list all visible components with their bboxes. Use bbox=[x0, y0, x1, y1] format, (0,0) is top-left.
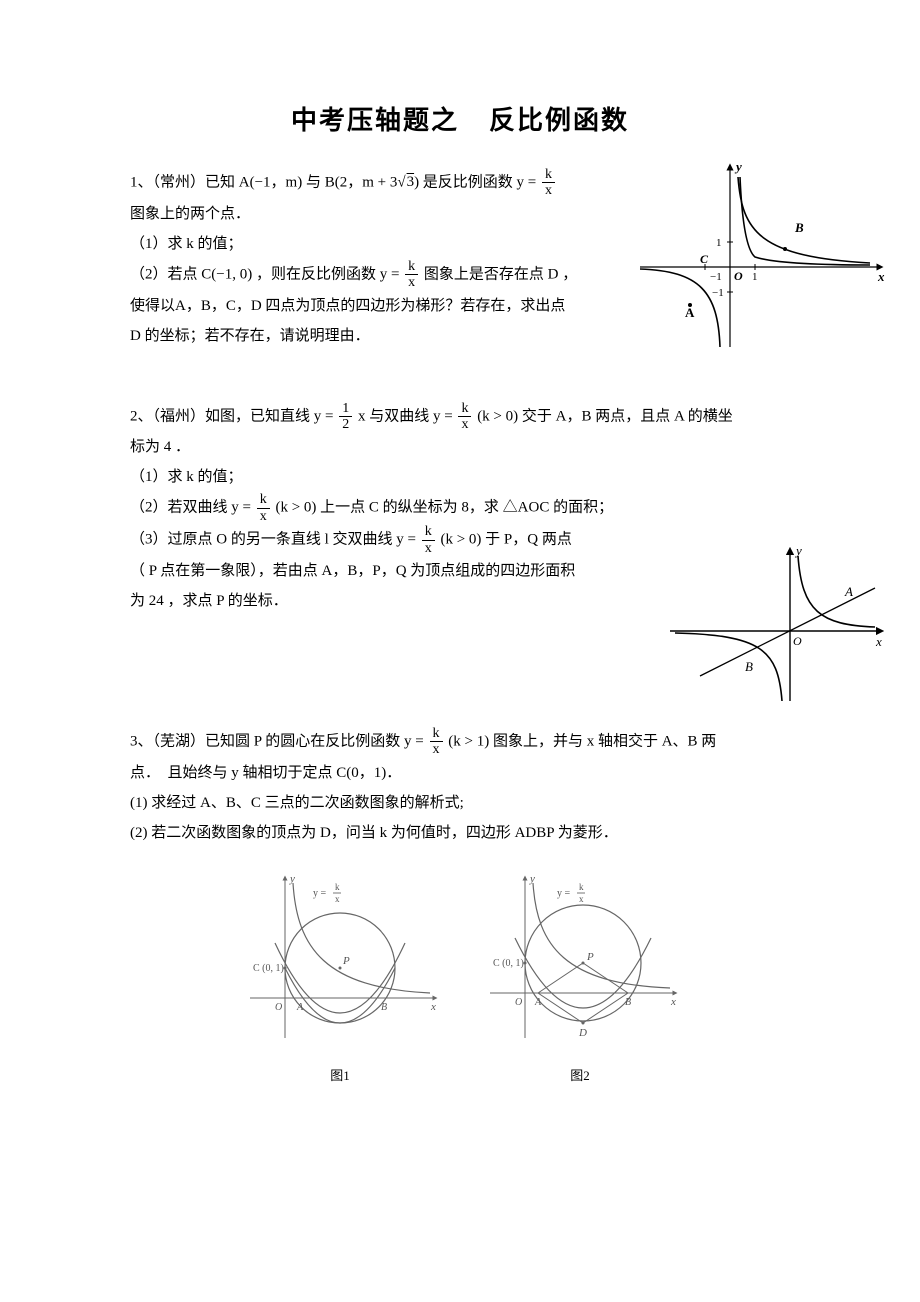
svg-text:−1: −1 bbox=[712, 287, 724, 299]
svg-text:B: B bbox=[794, 220, 804, 235]
svg-text:C (0, 1): C (0, 1) bbox=[493, 958, 524, 969]
svg-text:A: A bbox=[534, 997, 542, 1008]
problem-1-figure: x y O C −1 1 1 −1 B A bbox=[630, 157, 890, 357]
problem-2-figure: x y O A B bbox=[660, 541, 890, 711]
svg-text:C: C bbox=[700, 252, 709, 266]
page-title: 中考压轴题之 反比例函数 bbox=[130, 100, 790, 137]
problem-3-figure-1: C (0, 1) P O A B x y y = k x 图1 bbox=[235, 868, 445, 1089]
problem-1: 1、（常州）已知 A(−1，m) 与 B(2，m + 3√3) 是反比例函数 y… bbox=[130, 167, 790, 351]
svg-text:1: 1 bbox=[752, 271, 758, 283]
svg-text:y: y bbox=[734, 159, 742, 174]
problem-3: 3、（芜湖）已知圆 P 的圆心在反比例函数 y = kx (k > 1) 图象上… bbox=[130, 726, 790, 1089]
figure-2-caption: 图2 bbox=[475, 1063, 685, 1089]
title-part2: 反比例函数 bbox=[489, 106, 629, 135]
svg-text:B: B bbox=[625, 997, 631, 1008]
title-part1: 中考压轴题之 bbox=[291, 106, 459, 135]
svg-text:x: x bbox=[877, 269, 885, 284]
svg-text:P: P bbox=[342, 955, 350, 967]
svg-text:O: O bbox=[793, 634, 802, 648]
problem-3-figure-2: C (0, 1) P O A B D x y y = k x 图2 bbox=[475, 868, 685, 1089]
svg-text:x: x bbox=[335, 894, 340, 904]
problem-1-text: 1、（常州）已知 A(−1，m) 与 B(2，m + 3√3) 是反比例函数 y… bbox=[130, 167, 620, 351]
svg-text:1: 1 bbox=[716, 237, 722, 249]
svg-text:A: A bbox=[685, 305, 695, 320]
svg-text:k: k bbox=[335, 882, 340, 892]
svg-text:x: x bbox=[670, 996, 676, 1008]
page: 中考压轴题之 反比例函数 1、（常州）已知 A(−1，m) 与 B(2，m + 3… bbox=[0, 0, 920, 1302]
svg-text:O: O bbox=[734, 269, 743, 283]
svg-text:x: x bbox=[579, 894, 584, 904]
svg-text:P: P bbox=[586, 951, 594, 963]
svg-text:y =: y = bbox=[313, 888, 327, 899]
problem-2: 2、（福州）如图，已知直线 y = 12 x 与双曲线 y = kx (k > … bbox=[130, 401, 790, 616]
svg-text:x: x bbox=[430, 1001, 436, 1013]
figure-1-caption: 图1 bbox=[235, 1063, 445, 1089]
svg-text:−1: −1 bbox=[710, 271, 722, 283]
problem-3-figures: C (0, 1) P O A B x y y = k x 图1 bbox=[130, 868, 790, 1089]
problem-3-text: 3、（芜湖）已知圆 P 的圆心在反比例函数 y = kx (k > 1) 图象上… bbox=[130, 726, 790, 848]
svg-text:A: A bbox=[296, 1002, 304, 1013]
svg-text:A: A bbox=[844, 584, 853, 599]
svg-text:O: O bbox=[515, 997, 522, 1008]
svg-text:y: y bbox=[289, 873, 295, 885]
svg-text:O: O bbox=[275, 1002, 282, 1013]
svg-text:x: x bbox=[875, 634, 882, 649]
svg-text:y: y bbox=[529, 873, 535, 885]
svg-text:B: B bbox=[381, 1002, 387, 1013]
svg-text:D: D bbox=[578, 1027, 587, 1039]
svg-text:y: y bbox=[794, 543, 802, 558]
svg-text:y =: y = bbox=[557, 888, 571, 899]
svg-text:B: B bbox=[745, 659, 753, 674]
svg-text:C (0, 1): C (0, 1) bbox=[253, 963, 284, 974]
svg-text:k: k bbox=[579, 882, 584, 892]
